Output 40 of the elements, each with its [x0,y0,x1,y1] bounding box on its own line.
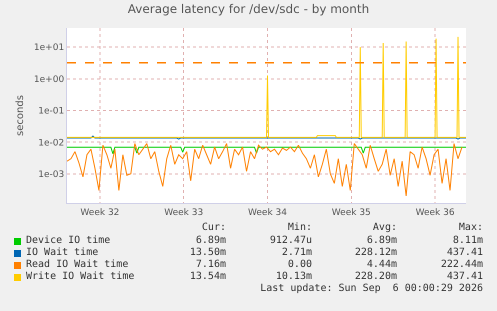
x-tick-label: Week 35 [332,208,371,218]
y-tick-label: 1e-01 [38,106,64,117]
text: 10.13m [276,271,312,283]
text: 0.00 [288,259,312,271]
line-series [67,143,463,196]
y-tick-label: 1e-02 [38,138,64,148]
text: 437.41 [446,247,483,259]
legend-label: IO Wait time [26,247,98,259]
text: Cur: [202,222,226,234]
x-tick-label: Week 34 [248,208,288,218]
y-tick-label: 1e+00 [34,74,64,85]
x-tick-label: Week 36 [416,208,455,218]
chart-title: Average latency for /dev/sdc - by month [128,2,370,16]
text: 13.50m [190,247,226,259]
legend-label: Device IO time [26,235,110,247]
legend-label: Read IO Wait time [26,259,128,271]
y-tick-label: 1e+01 [34,43,64,54]
text: Min: [288,222,312,234]
text: 912.47u [270,235,312,247]
text: 228.12m [354,247,397,259]
y-tick-label: 1e-03 [38,170,64,180]
text: 8.11m [452,235,483,247]
text: Last update: Sun Sep 6 00:00:29 2026 [260,283,483,295]
text: Avg: [372,222,397,234]
text: 2.71m [282,247,312,259]
x-tick-label: Week 32 [80,208,120,218]
text: 7.16m [196,259,226,271]
text: 222.44m [440,259,483,271]
line-series [67,36,466,138]
text: 6.89m [196,235,226,247]
text: Max: [458,222,483,234]
x-tick-label: Week 33 [164,208,204,218]
text: 228.20m [354,271,397,283]
text: 6.89m [366,235,397,247]
line-series [67,146,466,154]
text: 437.41 [446,271,483,283]
legend-label: Write IO Wait time [26,271,134,283]
text: 13.54m [190,271,226,283]
y-axis-title: seconds [14,95,26,136]
text: 4.44m [366,259,397,271]
